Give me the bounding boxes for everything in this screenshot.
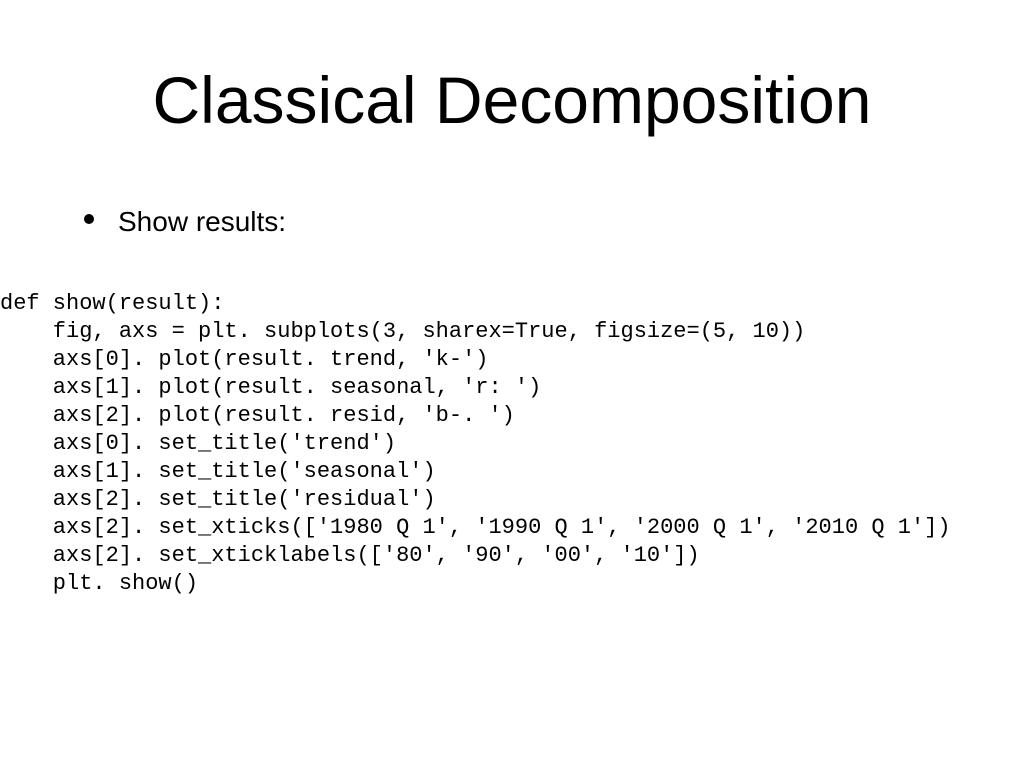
bullet-icon bbox=[84, 214, 94, 224]
code-line: axs[0]. set_title('trend') bbox=[0, 431, 396, 456]
code-block: def show(result): fig, axs = plt. subplo… bbox=[0, 262, 951, 626]
code-line: def show(result): bbox=[0, 291, 224, 316]
code-line: axs[1]. set_title('seasonal') bbox=[0, 459, 436, 484]
code-line: axs[1]. plot(result. seasonal, 'r: ') bbox=[0, 375, 541, 400]
code-line: axs[2]. set_xticklabels(['80', '90', '00… bbox=[0, 543, 700, 568]
slide-title: Classical Decomposition bbox=[0, 62, 1024, 138]
code-line: axs[2]. set_xticks(['1980 Q 1', '1990 Q … bbox=[0, 515, 951, 540]
code-line: axs[2]. set_title('residual') bbox=[0, 487, 436, 512]
bullet-text: Show results: bbox=[118, 206, 286, 238]
bullet-item: Show results: bbox=[84, 206, 286, 238]
slide: Classical Decomposition Show results: de… bbox=[0, 0, 1024, 768]
code-line: axs[0]. plot(result. trend, 'k-') bbox=[0, 347, 488, 372]
code-line: axs[2]. plot(result. resid, 'b-. ') bbox=[0, 403, 515, 428]
code-line: plt. show() bbox=[0, 571, 198, 596]
code-line: fig, axs = plt. subplots(3, sharex=True,… bbox=[0, 319, 805, 344]
